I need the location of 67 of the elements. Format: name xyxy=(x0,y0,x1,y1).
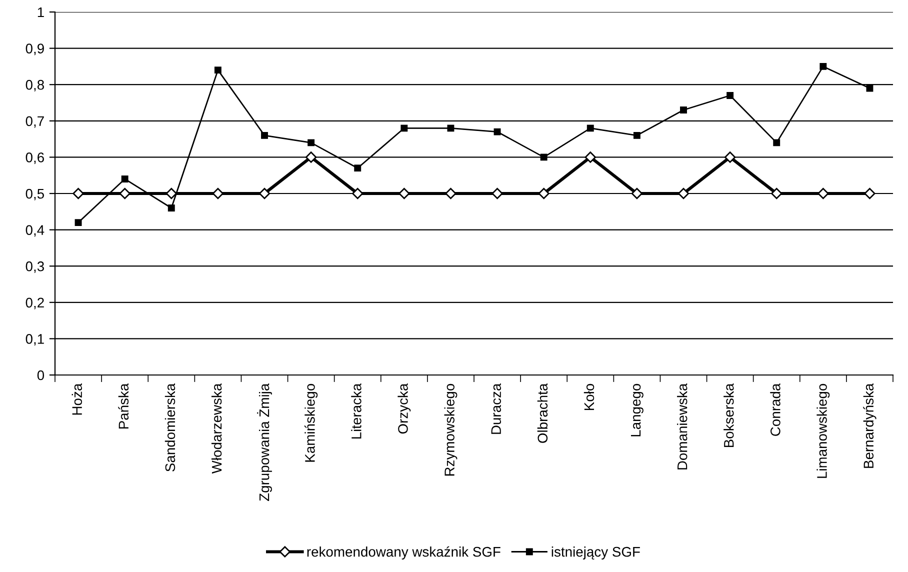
x-tick-label: Conrada xyxy=(770,383,780,436)
y-tick-label: 0,3 xyxy=(26,261,44,273)
point xyxy=(492,188,503,200)
point xyxy=(445,188,456,200)
point xyxy=(352,188,364,200)
point xyxy=(680,106,687,114)
point xyxy=(354,164,362,172)
point xyxy=(398,188,410,200)
point xyxy=(818,188,829,200)
point xyxy=(538,188,550,200)
x-tick-label: Rzymowskiego xyxy=(444,384,458,476)
y-tick-label: 0,8 xyxy=(26,80,44,92)
x-tick-label: Koło xyxy=(584,384,594,410)
point xyxy=(540,154,548,161)
x-tick-label: Hoża xyxy=(72,383,82,415)
point xyxy=(633,132,640,139)
x-tick-label: Kamińskiego xyxy=(304,384,318,462)
y-tick-label: 0,7 xyxy=(26,116,44,128)
y-tick-label: 0,2 xyxy=(26,298,44,310)
point xyxy=(400,124,408,132)
x-tick-label: Literacka xyxy=(351,383,362,439)
x-tick-label: Bernardyńska xyxy=(863,383,876,468)
y-tick-label: 0,9 xyxy=(26,44,44,56)
point xyxy=(586,124,594,132)
point xyxy=(773,139,780,146)
y-tick-label: 0,5 xyxy=(26,188,44,200)
point xyxy=(121,176,128,182)
point xyxy=(771,188,782,200)
legend-label: istniejący SGF xyxy=(552,546,640,560)
x-tick-label: Duracza xyxy=(491,383,502,434)
point xyxy=(166,188,177,200)
legend-label: rekomendowany wskaźnik SGF xyxy=(307,546,500,560)
point xyxy=(631,188,643,200)
x-tick-label: Sandomierska xyxy=(164,383,176,472)
y-tick-label: 0,4 xyxy=(26,225,44,237)
y-tick-label: 1 xyxy=(38,7,44,18)
y-tick-label: 0,6 xyxy=(26,152,44,164)
y-tick-label: 0,1 xyxy=(26,334,44,346)
point xyxy=(305,152,317,163)
x-tick-label: Włodarzewska xyxy=(211,383,222,474)
point xyxy=(308,139,315,146)
x-tick-label: Bokserska xyxy=(724,383,734,448)
point xyxy=(261,132,268,139)
point xyxy=(119,188,130,200)
point xyxy=(214,66,222,74)
point xyxy=(74,219,82,226)
point xyxy=(724,152,736,163)
x-tick-label: Zgrupowania Żmija xyxy=(257,383,272,501)
point xyxy=(866,84,874,92)
point xyxy=(864,188,876,200)
point xyxy=(584,152,596,163)
point xyxy=(494,128,501,136)
x-tick-label: Olbrachta xyxy=(537,383,548,443)
x-tick-label: Orzycka xyxy=(398,383,411,434)
y-tick-label: 0 xyxy=(37,370,44,380)
point xyxy=(447,124,454,132)
point xyxy=(820,62,827,70)
point xyxy=(212,188,224,200)
x-tick-label: Domaniewska xyxy=(677,383,688,470)
point xyxy=(168,204,175,212)
x-tick-label: Langego xyxy=(630,384,644,436)
point xyxy=(258,188,270,200)
x-tick-label: Pańska xyxy=(118,383,129,429)
point xyxy=(72,188,84,200)
point xyxy=(726,92,734,99)
x-tick-label: Limanowskiego xyxy=(816,384,830,478)
point xyxy=(678,188,690,200)
